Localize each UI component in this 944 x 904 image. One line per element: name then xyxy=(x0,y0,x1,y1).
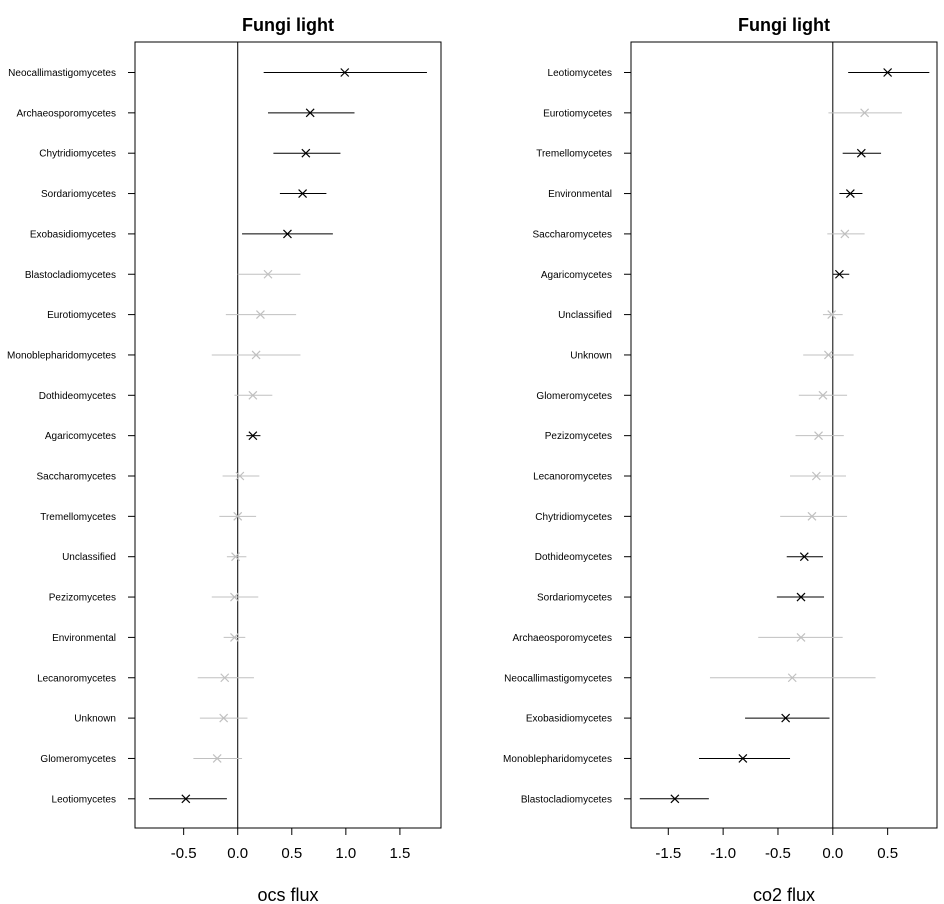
category-label: Tremellomycetes xyxy=(40,512,116,523)
estimate-marker-chytridiomycetes xyxy=(301,148,311,158)
estimate-marker-neocallimastigomycetes xyxy=(787,673,797,683)
estimate-marker-sordariomycetes xyxy=(796,592,806,602)
estimate-marker-pezizomycetes xyxy=(814,431,823,441)
estimate-marker-tremellomycetes xyxy=(233,511,243,521)
category-label: Tremellomycetes xyxy=(536,149,612,160)
x-tick-label: -1.5 xyxy=(655,845,681,862)
x-tick-label: -0.5 xyxy=(171,845,197,862)
category-label: Blastocladiomycetes xyxy=(521,794,612,805)
category-label: Unclassified xyxy=(558,310,612,321)
category-label: Agaricomycetes xyxy=(541,270,612,281)
category-label: Chytridiomycetes xyxy=(535,512,612,523)
category-label: Pezizomycetes xyxy=(545,431,612,442)
category-label: Glomeromycetes xyxy=(40,754,116,765)
estimate-marker-tremellomycetes xyxy=(856,148,866,158)
category-label: Archaeosporomycetes xyxy=(17,108,117,119)
estimate-marker-unclassified xyxy=(827,310,837,320)
estimate-marker-blastocladiomycetes xyxy=(263,269,273,279)
chart-title: Fungi light xyxy=(242,15,334,35)
estimate-marker-lecanoromycetes xyxy=(220,673,230,683)
estimate-marker-archaeosporomycetes xyxy=(305,108,315,118)
x-tick-label: 0.5 xyxy=(281,845,302,862)
x-axis-label: co2 flux xyxy=(753,885,815,904)
category-label: Unclassified xyxy=(62,552,116,563)
plot-frame xyxy=(134,41,442,829)
estimate-marker-exobasidiomycetes xyxy=(781,713,791,723)
category-label: Unknown xyxy=(74,714,116,725)
category-label: Leotiomycetes xyxy=(548,68,612,79)
estimate-marker-glomeromycetes xyxy=(818,390,828,400)
category-label: Blastocladiomycetes xyxy=(25,270,116,281)
x-tick-label: 0.5 xyxy=(877,845,898,862)
estimate-marker-dothideomycetes xyxy=(799,552,809,562)
estimate-marker-dothideomycetes xyxy=(248,390,258,400)
category-label: Leotiomycetes xyxy=(52,794,116,805)
x-tick-label: 1.5 xyxy=(389,845,410,862)
x-tick-label: 1.0 xyxy=(335,845,356,862)
x-axis-label: ocs flux xyxy=(257,885,318,904)
category-label: Exobasidiomycetes xyxy=(30,229,116,240)
category-label: Monoblepharidomycetes xyxy=(503,754,612,765)
estimate-marker-leotiomycetes xyxy=(883,68,893,77)
category-label: Unknown xyxy=(570,350,612,361)
category-label: Lecanoromycetes xyxy=(533,472,612,483)
plot-frame xyxy=(630,41,938,829)
category-label: Saccharomycetes xyxy=(37,472,116,483)
category-label: Dothideomycetes xyxy=(39,391,116,402)
category-label: Exobasidiomycetes xyxy=(526,714,612,725)
estimate-marker-environmental xyxy=(230,632,239,642)
estimate-marker-unknown xyxy=(823,350,833,360)
category-label: Pezizomycetes xyxy=(49,593,116,604)
category-label: Agaricomycetes xyxy=(45,431,116,442)
estimate-marker-neocallimastigomycetes xyxy=(340,68,350,77)
category-label: Lecanoromycetes xyxy=(37,673,116,684)
category-label: Eurotiomycetes xyxy=(543,108,612,119)
category-label: Eurotiomycetes xyxy=(47,310,116,321)
category-label: Neocallimastigomycetes xyxy=(8,68,116,79)
estimate-marker-pezizomycetes xyxy=(230,592,239,602)
co2-flux-panel: Fungi light -1.5 -1.0 -0.5 0.0 0.5 co2 flux Leo… xyxy=(503,15,938,904)
estimate-marker-agaricomycetes xyxy=(248,431,258,441)
category-label: Neocallimastigomycetes xyxy=(504,673,612,684)
x-tick-label: -1.0 xyxy=(710,845,736,862)
estimate-marker-chytridiomycetes xyxy=(807,511,817,521)
estimate-marker-exobasidiomycetes xyxy=(283,229,292,239)
x-tick-label: -0.5 xyxy=(765,845,791,862)
estimate-marker-saccharomycetes xyxy=(235,471,245,481)
x-tick-label: 0.0 xyxy=(227,845,248,862)
estimate-marker-monoblepharidomycetes xyxy=(251,350,261,360)
estimate-marker-leotiomycetes xyxy=(181,794,191,804)
x-tick-label: 0.0 xyxy=(822,845,843,862)
estimate-marker-eurotiomycetes xyxy=(256,310,265,320)
category-label: Saccharomycetes xyxy=(533,229,612,240)
category-label: Monoblepharidomycetes xyxy=(7,350,116,361)
estimate-marker-eurotiomycetes xyxy=(860,108,870,118)
estimate-marker-unclassified xyxy=(231,552,240,562)
estimate-marker-monoblepharidomycetes xyxy=(738,754,748,763)
category-label: Glomeromycetes xyxy=(536,391,612,402)
estimate-marker-lecanoromycetes xyxy=(811,471,821,481)
category-label: Sordariomycetes xyxy=(41,189,116,200)
estimate-marker-glomeromycetes xyxy=(212,754,222,763)
estimate-marker-blastocladiomycetes xyxy=(670,794,680,804)
category-label: Archaeosporomycetes xyxy=(513,633,613,644)
estimate-marker-environmental xyxy=(845,189,855,198)
estimate-marker-unknown xyxy=(219,713,229,723)
category-label: Environmental xyxy=(548,189,612,200)
estimate-marker-saccharomycetes xyxy=(840,229,850,239)
category-label: Dothideomycetes xyxy=(535,552,612,563)
chart-title: Fungi light xyxy=(738,15,830,35)
category-label: Chytridiomycetes xyxy=(39,149,116,160)
ocs-flux-panel: Fungi light -0.5 0.0 0.5 1.0 1.5 ocs flux Neoca… xyxy=(7,15,442,904)
category-label: Environmental xyxy=(52,633,116,644)
estimate-marker-archaeosporomycetes xyxy=(796,632,806,642)
category-label: Sordariomycetes xyxy=(537,593,612,604)
estimate-marker-sordariomycetes xyxy=(298,189,308,198)
estimate-marker-agaricomycetes xyxy=(834,269,844,279)
